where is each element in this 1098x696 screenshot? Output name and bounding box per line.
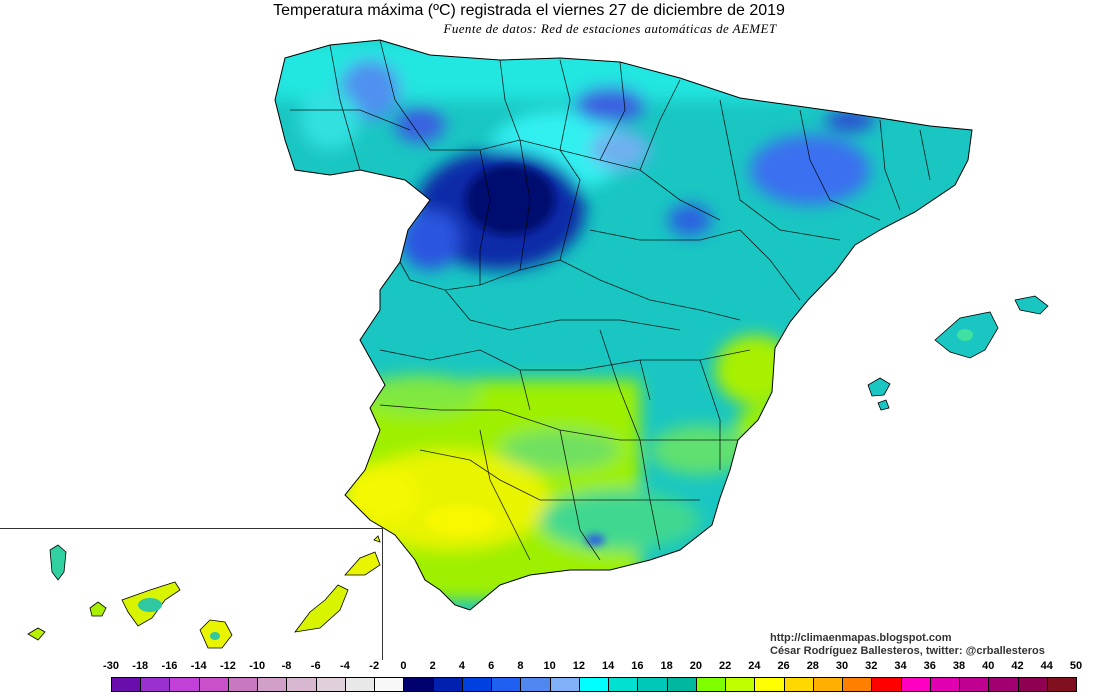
legend-swatch [871,677,902,692]
legend-swatch [227,677,259,692]
legend-tick-label: 50 [1069,660,1083,672]
legend-tick-label: 20 [689,660,702,672]
legend-tick-label: 30 [835,660,849,672]
legend-swatch [374,677,405,692]
legend-swatch [549,677,580,692]
legend-swatch [111,677,142,692]
legend-tick-label: 0 [400,660,407,672]
legend-tick-label: 10 [543,660,556,672]
legend-swatch [286,677,317,692]
legend-swatch [608,677,639,692]
legend-tick-label: 38 [952,660,966,672]
legend-swatch [754,677,785,692]
legend-tick-label: 22 [718,660,732,672]
legend-tick-label: 16 [631,660,644,672]
legend-swatch [344,677,376,692]
legend-swatch [812,677,844,692]
legend-swatch [491,677,522,692]
color-legend: -30 -18 -16 -14 -12 -10 -8 -6 -4 -2 0 2 4 6 8 10 12 14 16 1… [0,660,1098,696]
legend-swatch [842,677,873,692]
peninsula [274,39,973,611]
legend-tick-label: -16 [161,660,178,672]
legend-swatch [988,677,1019,692]
legend-tick-label: 32 [865,660,878,672]
legend-tick-label: -14 [190,660,207,672]
legend-swatch [169,677,200,692]
legend-tick-label: 6 [488,660,495,672]
legend-swatch [1046,677,1077,692]
legend-swatch [520,677,551,692]
legend-tick-label: 26 [777,660,790,672]
map-subtitle: Fuente de datos: Red de estaciones autom… [443,21,777,36]
legend-tick-label: 4 [458,660,465,672]
legend-tick-label: -18 [132,660,149,672]
legend-swatch [461,677,493,692]
legend-swatch [695,677,727,692]
legend-tick-label: -4 [340,660,350,672]
legend-tick-label: 34 [894,660,907,672]
legend-tick-label: 28 [806,660,819,672]
map-title: Temperatura máxima (ºC) registrada el vi… [273,2,785,19]
legend-tick-label: -8 [281,660,292,672]
legend-tick-label: -12 [220,660,236,672]
legend-tick-label: 14 [601,660,615,672]
temperature-map [27,39,1049,649]
legend-tick-label: -6 [310,660,321,672]
legend-swatch [140,677,171,692]
legend-tick-label: 18 [660,660,673,672]
legend-swatch [725,677,756,692]
legend-tick-label: 24 [748,660,761,672]
legend-tick-label: 40 [982,660,995,672]
legend-swatch [637,677,668,692]
legend-tick-label: 8 [517,660,524,672]
credit-author: César Rodríguez Ballesteros, twitter: @c… [770,645,1045,657]
legend-tick-label: 2 [429,660,436,672]
legend-tick-label: -30 [103,660,119,672]
legend-swatch [198,677,229,692]
legend-swatch [900,677,931,692]
legend-tick-label: 36 [923,660,936,672]
legend-tick-label: 42 [1011,660,1024,672]
legend-tick-label: -2 [369,660,380,672]
legend-swatch [959,677,990,692]
legend-tick-label: 44 [1040,660,1053,672]
legend-swatch [666,677,697,692]
canary-inset-frame [0,528,383,660]
legend-swatch [1017,677,1048,692]
legend-swatch [315,677,346,692]
legend-tick-label: 12 [572,660,585,672]
canary-islands [27,535,381,649]
legend-swatch [403,677,434,692]
legend-swatch [578,677,610,692]
legend-swatch [257,677,288,692]
balearic-islands [867,295,1049,411]
legend-swatch [432,677,463,692]
legend-tick-label: -10 [249,660,266,672]
credit-url[interactable]: http://climaenmapas.blogspot.com [770,632,952,644]
legend-swatch [783,677,814,692]
legend-swatch [929,677,961,692]
